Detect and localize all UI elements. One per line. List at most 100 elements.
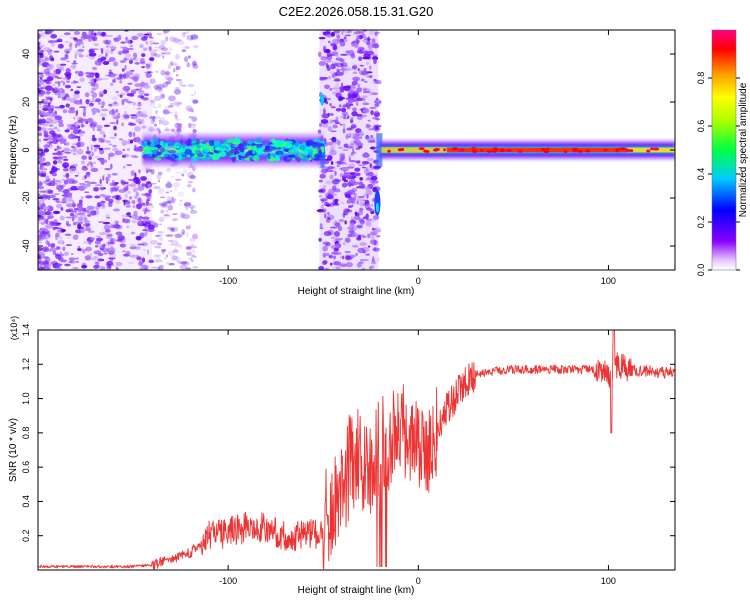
spectrogram-cell bbox=[93, 32, 97, 36]
spectrogram-cell bbox=[192, 249, 195, 254]
spectrogram-cell bbox=[90, 90, 94, 93]
spectrogram-cell bbox=[374, 31, 378, 37]
colorbar-label: Normalized spectral amplitude bbox=[738, 82, 749, 217]
spectrogram-cell bbox=[165, 127, 169, 130]
spectrogram-cell bbox=[40, 44, 46, 47]
spectrogram-cell bbox=[72, 153, 77, 156]
spectrogram-cell bbox=[158, 231, 163, 237]
spectrogram-cell bbox=[357, 49, 362, 53]
spectrogram-cell bbox=[180, 154, 188, 157]
spectrogram-cell bbox=[344, 34, 352, 37]
spectrogram-cell bbox=[134, 195, 138, 199]
spectrogram-cell bbox=[150, 52, 158, 57]
spectrogram-cell bbox=[124, 183, 131, 187]
spectrogram-cell bbox=[62, 162, 70, 169]
spectrogram-cell bbox=[365, 168, 371, 171]
spectrogram-cell bbox=[320, 198, 328, 202]
spectrogram-cell bbox=[105, 214, 110, 219]
spectrogram-cell bbox=[176, 65, 182, 70]
spectrogram-cell bbox=[136, 107, 142, 110]
colorbar-ticks: 0.0 0.2 0.4 0.6 0.8 bbox=[696, 72, 740, 276]
spectrogram-cell bbox=[332, 38, 340, 45]
spectrogram-cell bbox=[74, 135, 81, 139]
spectrogram-cell bbox=[156, 33, 163, 36]
spectrogram-cell bbox=[190, 37, 194, 41]
spectrogram-cell bbox=[79, 214, 86, 218]
spectrogram-cell bbox=[124, 115, 130, 120]
spectrogram-cell bbox=[60, 228, 66, 233]
spectrogram-cell bbox=[122, 153, 130, 158]
spectrogram-cell bbox=[142, 257, 145, 263]
spectrogram-cell bbox=[77, 202, 84, 207]
spectrogram-cell bbox=[165, 182, 173, 189]
spectrogram-cell bbox=[74, 121, 80, 128]
spectrogram-cell bbox=[128, 59, 133, 64]
spectrogram-cell bbox=[186, 61, 190, 68]
spectrogram-cell bbox=[175, 118, 182, 121]
spectrogram-cell bbox=[359, 64, 364, 67]
spectrogram-cell bbox=[136, 203, 142, 210]
spectrogram-cell bbox=[174, 233, 183, 238]
spectrogram-cell bbox=[167, 150, 177, 154]
spectrogram-cell bbox=[62, 155, 68, 159]
spectrogram-cell bbox=[140, 143, 148, 146]
spectrogram-cell bbox=[100, 48, 104, 55]
spectrogram-cell bbox=[291, 140, 297, 144]
spectrogram-cell bbox=[108, 143, 113, 146]
spectrogram-cell bbox=[139, 199, 144, 206]
spectrogram-cell bbox=[48, 194, 56, 199]
spectrogram-cell bbox=[329, 113, 334, 116]
spectrogram-cell bbox=[349, 142, 355, 149]
spectrogram-cell bbox=[38, 56, 41, 62]
spectrogram-cell bbox=[127, 190, 131, 194]
spectrogram-cell bbox=[183, 168, 187, 174]
spectrogram-cell bbox=[39, 171, 47, 177]
spectrogram-cell bbox=[143, 145, 150, 152]
spectrogram-cell bbox=[116, 239, 124, 242]
spectrogram-cell bbox=[95, 184, 103, 186]
spectrogram-cell bbox=[47, 230, 51, 235]
spectrogram-cell bbox=[350, 117, 354, 120]
spectrogram-cell bbox=[287, 142, 293, 149]
spectrogram-cell bbox=[93, 78, 97, 83]
spectrogram-cell bbox=[165, 234, 174, 237]
spectrogram-cell bbox=[328, 254, 333, 259]
spectrogram-cell bbox=[81, 155, 87, 160]
spectrogram-ylabel: Frequency (Hz) bbox=[8, 116, 19, 185]
spectrogram-cell bbox=[316, 143, 324, 147]
spectrogram-cell bbox=[359, 177, 363, 181]
spectrogram-cell bbox=[104, 197, 110, 201]
spectrogram-cell bbox=[50, 118, 59, 124]
spectrogram-cell bbox=[64, 93, 69, 98]
spectrogram-cell bbox=[142, 229, 149, 231]
spectrogram-cell bbox=[191, 116, 198, 122]
spectrogram-cell bbox=[52, 250, 57, 256]
spectrogram-cell bbox=[341, 255, 345, 260]
spectrogram-cell bbox=[161, 52, 166, 55]
spectrogram-cell bbox=[158, 119, 164, 123]
spectrogram-cell bbox=[188, 116, 193, 119]
spectrogram-cell bbox=[370, 110, 374, 116]
spectrogram-cell bbox=[62, 77, 68, 81]
spectrogram-cell bbox=[123, 57, 127, 62]
spectrogram-cell bbox=[113, 126, 117, 130]
spectrogram-cell bbox=[346, 132, 355, 137]
spectrogram-cell bbox=[57, 119, 64, 125]
spectrogram-cell bbox=[362, 236, 367, 238]
spectrogram-cell bbox=[72, 267, 79, 270]
spectrogram-cell bbox=[370, 231, 378, 236]
spectrogram-cell bbox=[324, 213, 327, 219]
spectrogram-cell bbox=[119, 80, 123, 84]
spectrogram-cell bbox=[346, 174, 352, 180]
spectrogram-cell bbox=[318, 36, 326, 40]
spectrogram-cell bbox=[52, 228, 56, 231]
spectrogram-cell bbox=[132, 75, 139, 82]
spectrogram-cell bbox=[94, 245, 99, 248]
spectrogram-cell bbox=[122, 73, 127, 79]
spectrogram-cell bbox=[158, 179, 161, 183]
spectrogram-cell bbox=[135, 246, 141, 250]
spectrogram-cell bbox=[145, 207, 148, 212]
spectrogram-cell bbox=[77, 223, 82, 230]
spectrogram-cell bbox=[114, 150, 123, 156]
spectrogram-cell bbox=[177, 191, 185, 198]
